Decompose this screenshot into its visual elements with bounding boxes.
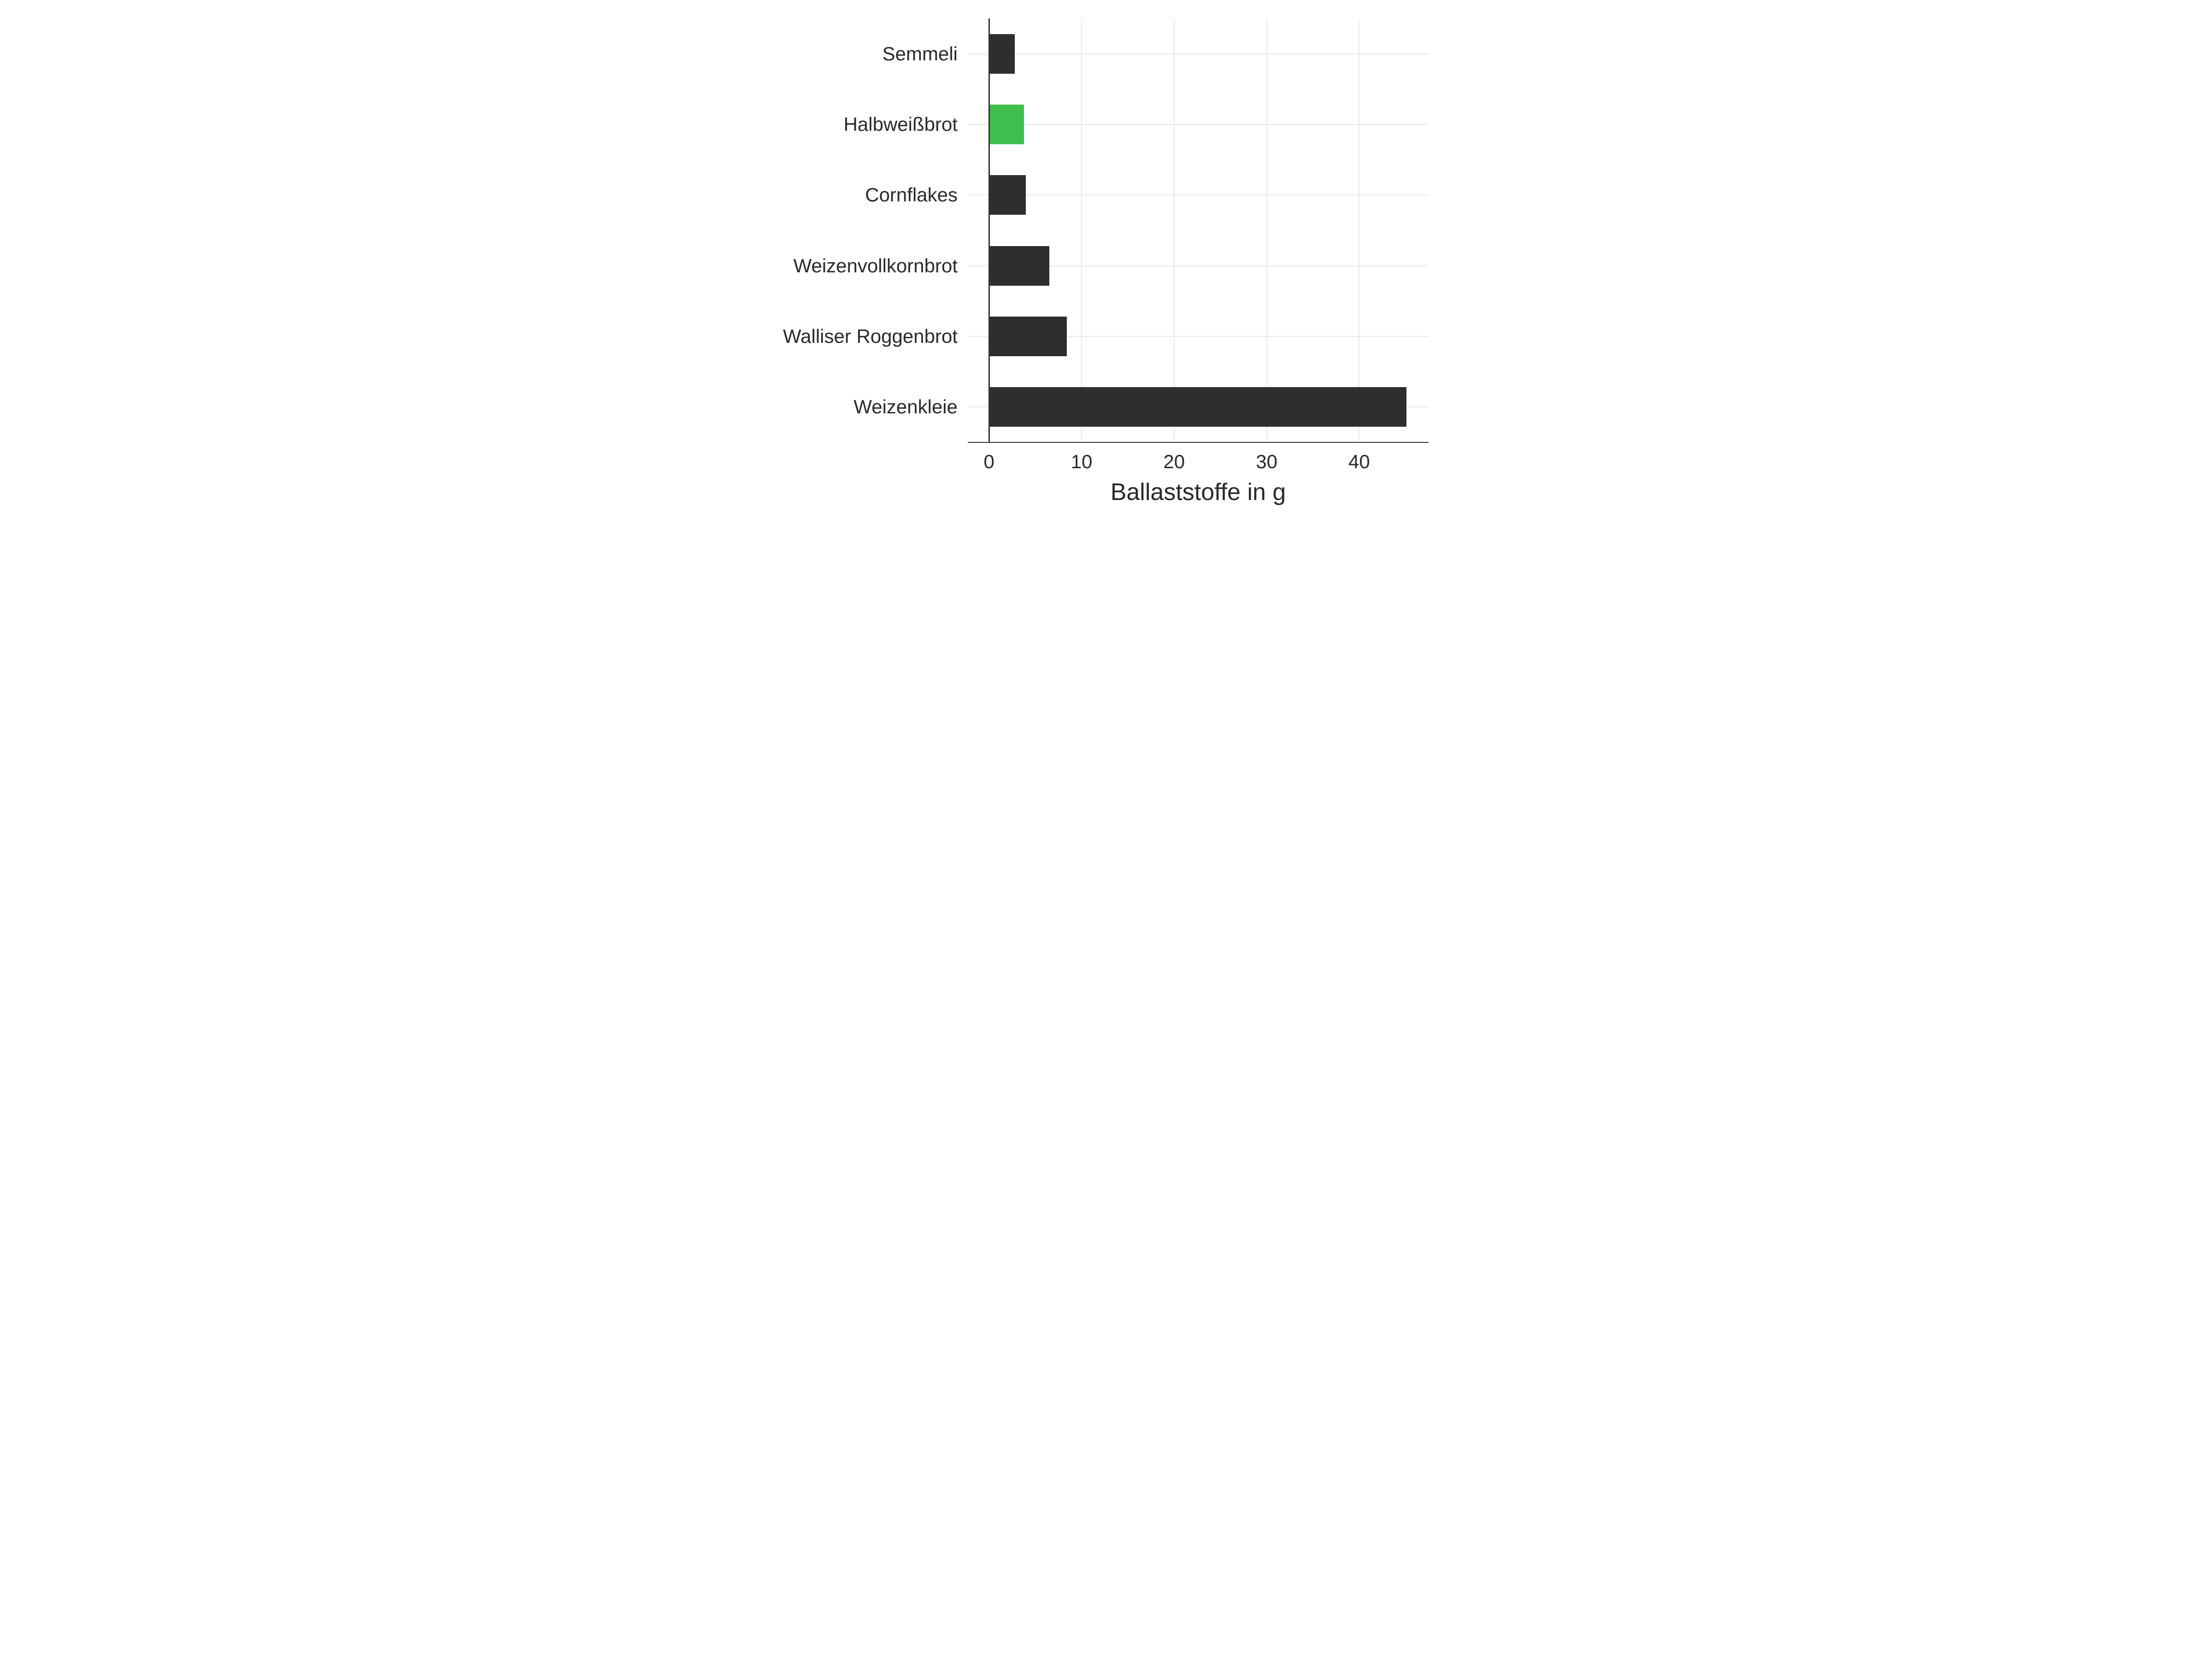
x-axis-title: Ballaststoffe in g (1111, 442, 1286, 506)
grid-line-horizontal (968, 124, 1429, 125)
bar (989, 175, 1026, 215)
grid-line-vertical (1266, 18, 1267, 442)
plot-area: 010203040SemmeliHalbweißbrotCornflakesWe… (968, 18, 1429, 442)
y-axis-line (988, 18, 990, 442)
y-tick-label: Halbweißbrot (844, 113, 968, 135)
grid-line-horizontal (968, 53, 1429, 54)
grid-line-vertical (1081, 18, 1082, 442)
x-tick-label: 40 (1348, 442, 1370, 473)
bar (989, 34, 1015, 74)
y-tick-label: Weizenvollkornbrot (794, 255, 968, 277)
x-tick-label: 10 (1071, 442, 1093, 473)
bar (989, 317, 1067, 356)
grid-line-vertical (1174, 18, 1175, 442)
fiber-bar-chart: 010203040SemmeliHalbweißbrotCornflakesWe… (756, 0, 1456, 525)
bar (989, 246, 1049, 286)
y-tick-label: Semmeli (882, 43, 968, 65)
bar (989, 105, 1024, 144)
y-tick-label: Cornflakes (865, 184, 968, 206)
y-tick-label: Walliser Roggenbrot (783, 325, 968, 347)
grid-line-horizontal (968, 194, 1429, 195)
y-tick-label: Weizenkleie (853, 396, 968, 418)
x-tick-label: 0 (983, 442, 994, 473)
bar (989, 387, 1406, 427)
